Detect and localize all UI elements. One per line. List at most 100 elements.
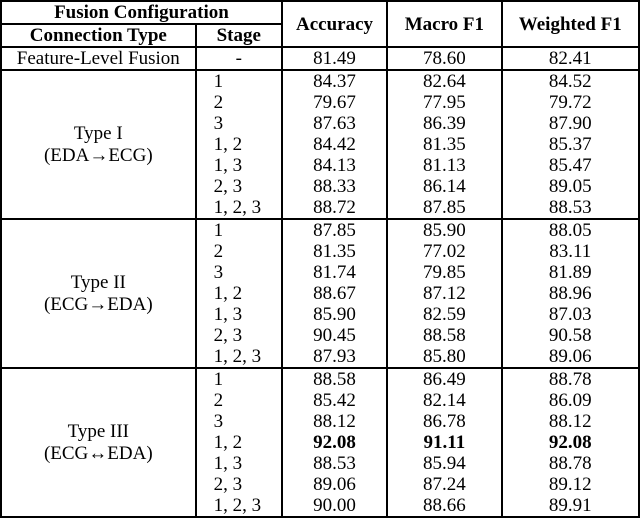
group-header-fusion-configuration: Fusion Configuration [0,1,283,25]
stage-cell: 2 [194,241,283,262]
stage-cell: 2, 3 [194,474,283,495]
weighted-f1-cell: 89.06 [500,346,640,369]
stage-cell: 1, 3 [194,304,283,325]
macro-f1-cell: 82.59 [386,304,503,325]
table-row: 3 88.12 86.78 88.12 [1,411,640,432]
stage-cell: 1, 3 [194,155,283,176]
stage-cell: 1, 2, 3 [194,346,283,369]
accuracy-cell: 84.37 [280,70,389,92]
weighted-f1-cell: 92.08 [500,432,640,453]
stage-cell: 3 [194,411,283,432]
stage-cell: 1, 2, 3 [194,495,283,517]
accuracy-cell: 81.49 [280,47,389,71]
accuracy-cell: 85.90 [280,304,389,325]
weighted-f1-cell: 88.53 [500,197,640,220]
stage-cell: 2 [194,92,283,113]
type-direction: (ECG→EDA) [43,293,153,315]
weighted-f1-cell: 88.78 [500,368,640,390]
macro-f1-cell: 91.11 [386,432,503,453]
weighted-f1-cell: 84.52 [500,70,640,92]
accuracy-cell: 89.06 [280,474,389,495]
type-direction: (EDA→ECG) [43,144,153,166]
accuracy-cell: 90.45 [280,325,389,346]
table-row: 2 81.35 77.02 83.11 [1,241,640,262]
table-row: 1, 3 85.90 82.59 87.03 [1,304,640,325]
macro-f1-cell: 88.66 [386,495,503,517]
table-row: Type I (EDA→ECG) 1 84.37 82.64 84.52 [0,70,640,220]
table-row: 2, 3 89.06 87.24 89.12 [1,474,640,495]
stage-cell: 3 [194,113,283,134]
accuracy-cell: 92.08 [280,432,389,453]
macro-f1-cell: 77.95 [386,92,503,113]
weighted-f1-cell: 88.96 [500,283,640,304]
table-row: 2 79.67 77.95 79.72 [1,92,640,113]
stage-cell: 3 [194,262,283,283]
weighted-f1-cell: 88.05 [500,219,640,241]
table-row: 1, 2 88.67 87.12 88.96 [1,283,640,304]
weighted-f1-cell: 85.47 [500,155,640,176]
table-row-best-result: 1, 2 92.08 91.11 92.08 [1,432,640,453]
table-row: 2, 3 90.45 88.58 90.58 [1,325,640,346]
accuracy-cell: 81.35 [280,241,389,262]
weighted-f1-cell: 89.05 [500,176,640,197]
weighted-f1-cell: 90.58 [500,325,640,346]
macro-f1-cell: 78.60 [386,47,503,71]
table-row: 3 81.74 79.85 81.89 [1,262,640,283]
table-row: 1, 2, 3 88.72 87.85 88.53 [1,197,640,220]
macro-f1-cell: 87.12 [386,283,503,304]
table-row: 1, 3 88.53 85.94 88.78 [1,453,640,474]
accuracy-cell: 87.85 [280,219,389,241]
table-row: 1, 2, 3 90.00 88.66 89.91 [1,495,640,517]
accuracy-cell: 84.42 [280,134,389,155]
accuracy-cell: 88.53 [280,453,389,474]
type-label: Type I [73,122,123,144]
type-label: Type III [67,420,130,442]
macro-f1-cell: 86.49 [386,368,503,390]
table-row: 1, 3 84.13 81.13 85.47 [1,155,640,176]
macro-f1-cell: 88.58 [386,325,503,346]
table-row: 1, 2, 3 87.93 85.80 89.06 [1,346,640,369]
accuracy-cell: 88.58 [280,368,389,390]
weighted-f1-cell: 87.90 [500,113,640,134]
table-row: 2, 3 88.33 86.14 89.05 [1,176,640,197]
macro-f1-cell: 77.02 [386,241,503,262]
accuracy-cell: 79.67 [280,92,389,113]
macro-f1-cell: 82.14 [386,390,503,411]
macro-f1-cell: 81.13 [386,155,503,176]
accuracy-cell: 88.67 [280,283,389,304]
accuracy-cell: 81.74 [280,262,389,283]
stage-cell: 1, 2 [194,283,283,304]
stage-cell: - [194,47,283,71]
table-row-feature-level-fusion: Feature-Level Fusion - 81.49 78.60 82.41 [0,47,640,71]
stage-cell: 1 [194,368,283,390]
macro-f1-cell: 79.85 [386,262,503,283]
weighted-f1-cell: 79.72 [500,92,640,113]
table-row: 1, 2 84.42 81.35 85.37 [1,134,640,155]
col-header-stage: Stage [194,24,283,48]
header-row-sub: Connection Type Stage [0,24,639,48]
accuracy-cell: 90.00 [280,495,389,517]
col-header-macro-f1: Macro F1 [386,1,503,48]
weighted-f1-cell: 81.89 [500,262,640,283]
macro-f1-cell: 86.78 [386,411,503,432]
stage-cell: 1 [194,219,283,241]
stage-cell: 1, 2, 3 [194,197,283,220]
macro-f1-cell: 87.24 [386,474,503,495]
weighted-f1-cell: 85.37 [500,134,640,155]
stage-cell: 2, 3 [194,176,283,197]
table-row: Type III (ECG↔EDA) 1 88.58 86.49 88.78 [0,368,640,517]
macro-f1-cell: 81.35 [386,134,503,155]
stage-cell: 2, 3 [194,325,283,346]
connection-type-cell-type-3: Type III (ECG↔EDA) [0,368,197,517]
col-header-connection-type: Connection Type [0,24,197,48]
col-header-weighted-f1: Weighted F1 [500,1,640,48]
table-row: 2 85.42 82.14 86.09 [1,390,640,411]
weighted-f1-cell: 88.12 [500,411,640,432]
weighted-f1-cell: 87.03 [500,304,640,325]
macro-f1-cell: 87.85 [386,197,503,220]
connection-type-cell: Feature-Level Fusion [0,47,197,71]
accuracy-cell: 84.13 [280,155,389,176]
weighted-f1-cell: 82.41 [500,47,640,71]
accuracy-cell: 88.12 [280,411,389,432]
